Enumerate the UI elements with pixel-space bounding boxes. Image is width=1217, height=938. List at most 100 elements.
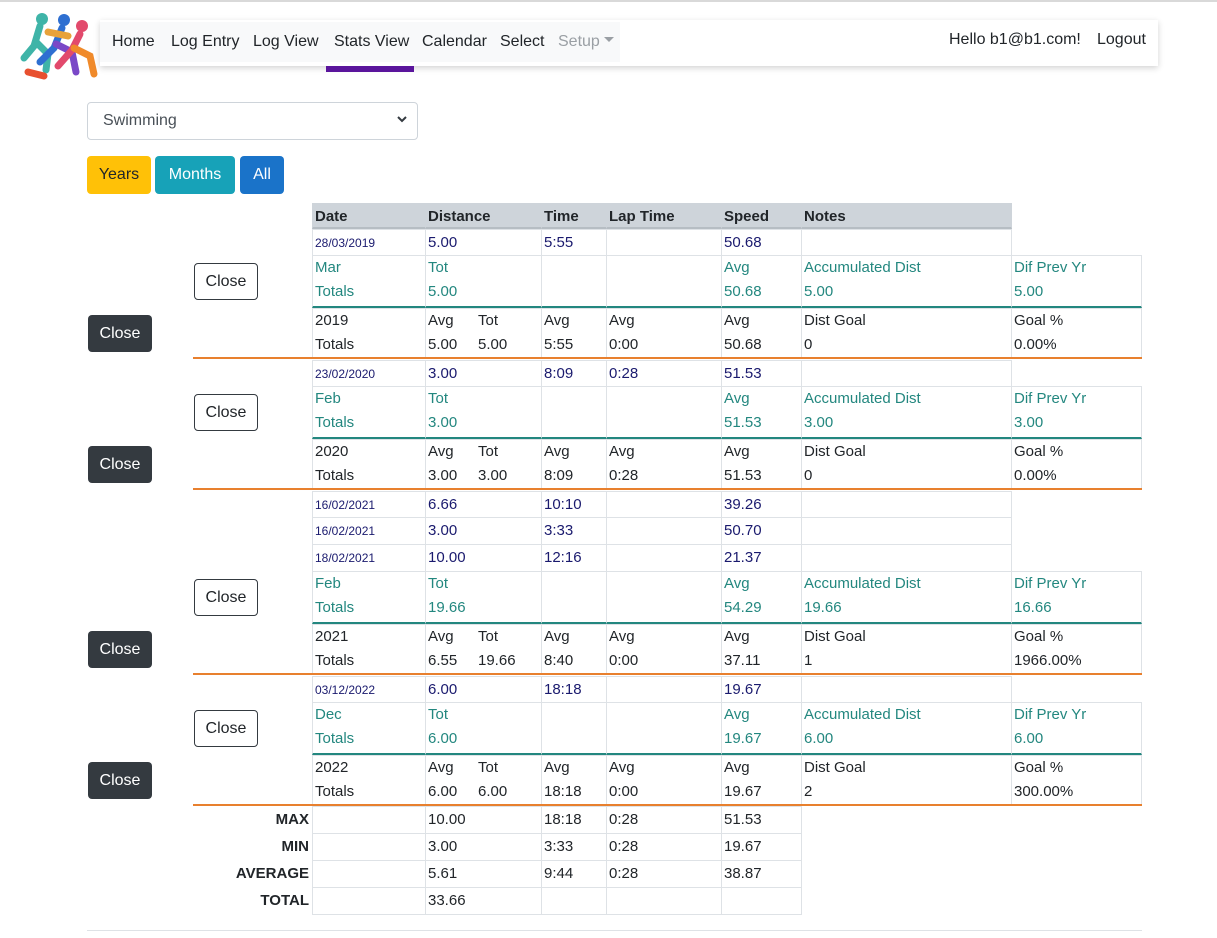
year-speed-avg-label: Avg: [724, 443, 750, 460]
stat-max-distance-text: 10.00: [428, 811, 466, 828]
month-acc-label: Accumulated Dist: [804, 390, 921, 407]
year-distance: Avg 6.55 Tot 19.66: [425, 624, 542, 675]
year-time: Avg 5:55: [541, 308, 607, 359]
year-lap: Avg 0:00: [606, 308, 722, 359]
month-lap-cell: [606, 571, 722, 624]
col-header-distance-label: Distance: [428, 208, 491, 225]
year-time: Avg 18:18: [541, 755, 607, 806]
stat-max-date: [312, 806, 426, 834]
month-name: Dec: [315, 706, 342, 723]
nav-logout[interactable]: Logout: [1097, 31, 1146, 48]
entry-speed: 19.67: [721, 676, 802, 703]
year-speed: Avg 51.53: [721, 439, 802, 490]
stat-min-distance: 3.00: [425, 833, 542, 861]
nav-log-view[interactable]: Log View: [253, 33, 319, 50]
close-year-button[interactable]: Close: [88, 631, 152, 668]
months-button[interactable]: Months: [155, 156, 235, 194]
year-totals-label: Totals: [315, 467, 355, 484]
year-dist-avg-label: Avg: [428, 443, 454, 460]
stat-min-date: [312, 833, 426, 861]
entry-date-text: 28/03/2019: [315, 236, 376, 250]
runners-logo-icon[interactable]: [18, 10, 100, 82]
month-avg-value: 51.53: [724, 414, 762, 431]
year-speed: Avg 37.11: [721, 624, 802, 675]
stat-max-lap: 0:28: [606, 806, 722, 834]
month-tot-value: 6.00: [428, 730, 458, 747]
entry-distance-text: 3.00: [428, 365, 458, 382]
year-speed-avg: 51.53: [724, 467, 762, 484]
year-dist-avg: 6.00: [428, 783, 458, 800]
entry-distance: 10.00: [425, 544, 542, 572]
year-lap-avg: 0:28: [609, 467, 639, 484]
entry-lap: [606, 544, 722, 572]
month-name: Feb: [315, 575, 341, 592]
years-button[interactable]: Years: [87, 156, 151, 194]
close-year-button[interactable]: Close: [88, 762, 152, 799]
month-avg-speed: Avg 50.68: [721, 255, 802, 308]
entry-date-text: 03/12/2022: [315, 683, 376, 697]
close-month-button[interactable]: Close: [194, 710, 258, 747]
entry-speed-text: 50.68: [724, 234, 762, 251]
year-pct-value: 0.00%: [1014, 336, 1057, 353]
month-acc-label: Accumulated Dist: [804, 575, 921, 592]
entry-date: 23/02/2020: [312, 360, 426, 387]
nav-calendar[interactable]: Calendar: [422, 33, 487, 50]
month-avg-label: Avg: [724, 390, 750, 407]
year-time-avg: 5:55: [544, 336, 574, 353]
entry-distance: 6.00: [425, 676, 542, 703]
entry-time: 12:16: [541, 544, 607, 572]
sport-select[interactable]: Swimming: [87, 102, 418, 140]
month-lap-cell: [606, 386, 722, 439]
year-separator: [193, 804, 1142, 806]
entry-speed: 51.53: [721, 360, 802, 387]
year-lap-avg: 0:00: [609, 336, 639, 353]
month-dif-prev-yr: Dif Prev Yr 16.66: [1011, 571, 1142, 624]
year-dist-avg-label: Avg: [428, 759, 454, 776]
close-month-button[interactable]: Close: [194, 263, 258, 300]
month-time-cell: [541, 702, 607, 755]
year-number: 2021: [315, 628, 349, 645]
stat-average-date: [312, 860, 426, 888]
year-dist-tot-label: Tot: [478, 312, 499, 329]
month-label: Feb Totals: [312, 386, 426, 439]
year-label: 2020 Totals: [312, 439, 426, 490]
all-button[interactable]: All: [240, 156, 284, 194]
close-month-button[interactable]: Close: [194, 579, 258, 616]
entry-lap-text: 0:28: [609, 365, 639, 382]
year-distance: Avg 3.00 Tot 3.00: [425, 439, 542, 490]
entry-lap: [606, 229, 722, 256]
year-goal-pct: Goal % 300.00%: [1011, 755, 1142, 806]
nav-stats-view[interactable]: Stats View: [334, 33, 410, 50]
close-year-button[interactable]: Close: [88, 315, 152, 352]
month-avg-speed: Avg 51.53: [721, 386, 802, 439]
year-time-avg: 18:18: [544, 783, 582, 800]
entry-time-text: 5:55: [544, 234, 574, 251]
month-name: Feb: [315, 390, 341, 407]
year-speed: Avg 50.68: [721, 308, 802, 359]
caret-down-icon: [603, 37, 614, 43]
year-dist-avg: 6.55: [428, 652, 458, 669]
month-avg-speed: Avg 54.29: [721, 571, 802, 624]
nav-setup-dropdown[interactable]: Setup: [558, 22, 614, 62]
year-lap-avg: 0:00: [609, 783, 639, 800]
month-avg-value: 19.67: [724, 730, 762, 747]
nav-home[interactable]: Home: [112, 33, 155, 50]
year-goal-value: 0: [804, 467, 813, 484]
year-time-avg-label: Avg: [544, 628, 570, 645]
month-label: Dec Totals: [312, 702, 426, 755]
year-speed-avg: 50.68: [724, 336, 762, 353]
stat-min-time-text: 3:33: [544, 838, 574, 855]
year-speed: Avg 19.67: [721, 755, 802, 806]
user-greeting: Hello b1@b1.com!: [949, 31, 1081, 48]
sport-select-value: Swimming: [103, 112, 177, 129]
year-lap-avg-label: Avg: [609, 312, 635, 329]
close-month-button[interactable]: Close: [194, 394, 258, 431]
nav-log-entry[interactable]: Log Entry: [171, 33, 240, 50]
close-year-button[interactable]: Close: [88, 446, 152, 483]
top-border: [0, 0, 1217, 2]
stat-max-label: MAX: [275, 811, 309, 828]
month-acc-value: 6.00: [804, 730, 834, 747]
nav-setup-label: Setup: [558, 33, 600, 50]
nav-select[interactable]: Select: [500, 33, 545, 50]
year-dist-tot: 3.00: [478, 467, 508, 484]
